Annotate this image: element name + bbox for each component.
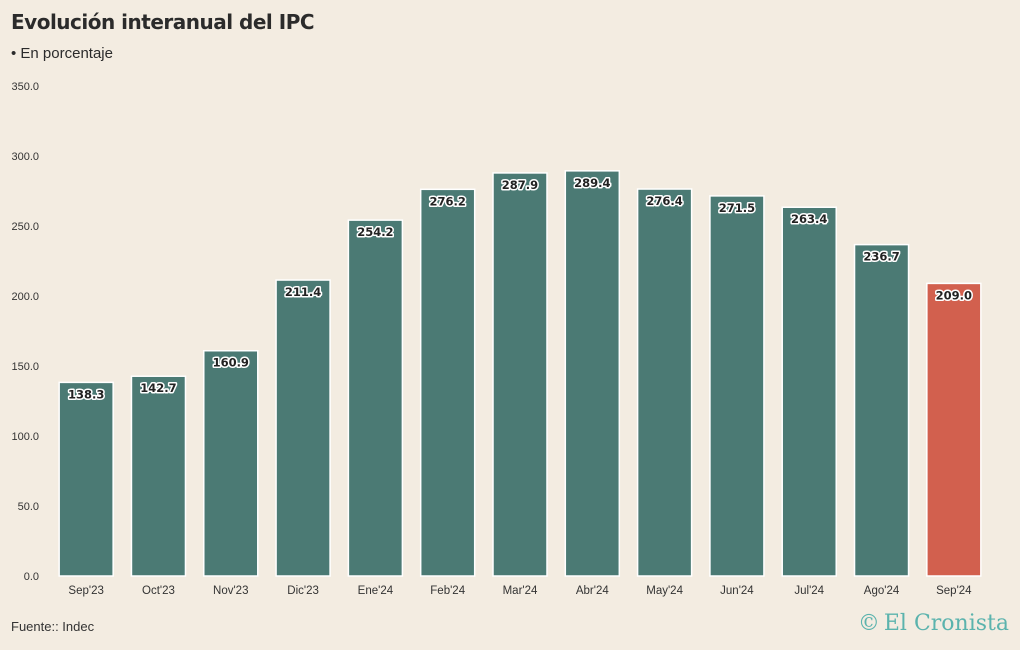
x-tick-label: Ago'24 xyxy=(864,585,900,597)
bar-value-label: 271.5 xyxy=(719,201,755,215)
bar xyxy=(419,188,476,577)
bar-value-label: 138.3 xyxy=(68,387,104,401)
bar-value-label: 160.9 xyxy=(213,356,249,370)
bar-value-label: 276.2 xyxy=(429,194,465,208)
y-tick-label: 300.0 xyxy=(11,151,39,163)
chart-title: Evolución interanual del IPC xyxy=(11,10,315,34)
bar-value-label: 142.7 xyxy=(140,381,176,395)
x-tick-label: Jul'24 xyxy=(794,585,824,597)
bar xyxy=(275,279,331,577)
x-tick-label: Abr'24 xyxy=(576,585,609,597)
bar-value-label: 211.4 xyxy=(285,285,321,299)
brand-logo: © El Cronista xyxy=(858,611,1009,636)
x-tick-label: Nov'23 xyxy=(213,585,248,597)
bar-value-label: 287.9 xyxy=(502,178,538,192)
bar-chart: 0.0 50.0 100.0 150.0 200.0 250.0 300.0 350.0 13… xyxy=(11,81,982,597)
bar xyxy=(781,206,837,577)
bar xyxy=(130,375,187,577)
bar-value-label: 289.4 xyxy=(574,176,610,190)
source-note: Fuente:: Indec xyxy=(11,619,95,634)
x-tick-label: Ene'24 xyxy=(358,585,394,597)
bars: 138.3 142.7 160.9 211.4 254.2 276.2 287.9 289.4… xyxy=(58,170,982,577)
x-tick-label: Sep'23 xyxy=(68,585,103,597)
bar-value-label: 263.4 xyxy=(791,212,827,226)
bar xyxy=(853,243,910,577)
x-tick-label: Dic'23 xyxy=(287,585,319,597)
y-axis: 0.0 50.0 100.0 150.0 200.0 250.0 300.0 350.0 xyxy=(11,81,39,583)
x-tick-label: Sep'24 xyxy=(936,585,972,597)
x-tick-label: Mar'24 xyxy=(503,585,538,597)
chart-subtitle: • En porcentaje xyxy=(11,45,113,62)
bar xyxy=(58,381,114,577)
y-tick-label: 250.0 xyxy=(11,221,39,233)
x-tick-label: Feb'24 xyxy=(430,585,465,597)
y-tick-label: 50.0 xyxy=(18,501,39,513)
x-tick-label: Oct'23 xyxy=(142,585,175,597)
brand-name: El Cronista xyxy=(883,611,1009,636)
copyright-icon: © xyxy=(857,611,880,636)
bar-value-label: 236.7 xyxy=(863,250,899,264)
y-tick-label: 200.0 xyxy=(11,291,39,303)
bar xyxy=(709,195,765,577)
x-tick-label: Jun'24 xyxy=(720,585,754,597)
bar-value-label: 276.4 xyxy=(646,194,682,208)
bar xyxy=(564,170,621,577)
y-tick-label: 350.0 xyxy=(11,81,39,93)
bar xyxy=(347,219,404,577)
bar-value-label: 209.0 xyxy=(936,288,972,302)
bar xyxy=(203,349,259,577)
bar-value-label: 254.2 xyxy=(357,225,393,239)
bar xyxy=(926,282,982,577)
bar xyxy=(636,188,693,577)
bar xyxy=(492,172,548,577)
y-tick-label: 0.0 xyxy=(24,571,39,583)
x-axis: Sep'23 Oct'23 Nov'23 Dic'23 Ene'24 Feb'24 Mar'… xyxy=(68,585,972,597)
y-tick-label: 150.0 xyxy=(11,361,39,373)
y-tick-label: 100.0 xyxy=(11,431,39,443)
x-tick-label: May'24 xyxy=(646,585,683,597)
